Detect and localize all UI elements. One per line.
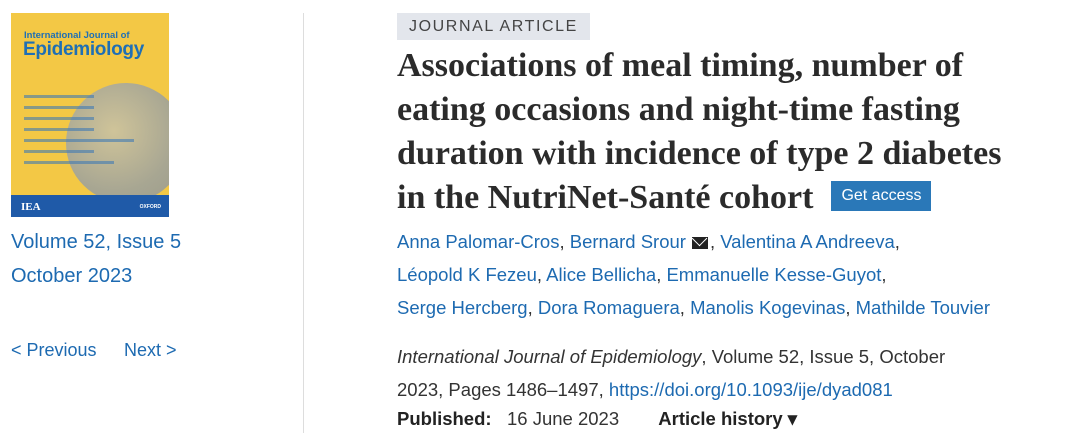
author-list: Anna Palomar-Cros, Bernard Srour, Valent… [397, 231, 990, 318]
author-link[interactable]: Mathilde Touvier [855, 297, 990, 318]
cover-band: IEA OXFORD [11, 195, 169, 217]
previous-link[interactable]: < Previous [11, 340, 97, 360]
author-link[interactable]: Alice Bellicha [546, 264, 657, 285]
get-access-button[interactable]: Get access › [831, 181, 932, 264]
author-link[interactable]: Serge Hercberg [397, 297, 528, 318]
issue-date-link[interactable]: October 2023 [11, 265, 133, 287]
title-line: in the NutriNet-Santé cohort Get access › [397, 176, 1001, 264]
doi-link[interactable]: https://doi.org/10.1093/ije/dyad081 [608, 379, 893, 400]
get-access-label: Get access [841, 187, 922, 205]
author-link[interactable]: Emmanuelle Kesse-Guyot [666, 264, 882, 285]
published-info: Published: 16 June 2023 Article history … [397, 408, 797, 430]
title-line-text: in the NutriNet-Santé cohort [397, 179, 814, 216]
cover-title: International Journal of [24, 30, 130, 41]
author-link[interactable]: Anna Palomar-Cros [397, 231, 560, 252]
globe-image [66, 83, 169, 203]
author-link[interactable]: Manolis Kogevinas [690, 297, 846, 318]
article-history-toggle[interactable]: Article history ▾ [658, 408, 798, 429]
title-line: duration with incidence of type 2 diabet… [397, 135, 1002, 172]
published-label: Published: [397, 408, 492, 429]
citation-text: 2023, Pages 1486–1497, [397, 379, 609, 400]
next-link[interactable]: Next > [124, 340, 177, 360]
oxford-logo: OXFORD [139, 204, 161, 210]
iea-logo: IEA [21, 201, 41, 213]
author-link[interactable]: Bernard Srour [569, 231, 686, 252]
divider [303, 13, 304, 433]
author-link[interactable]: Dora Romaguera [537, 297, 680, 318]
author-link[interactable]: Valentina A Andreeva [720, 231, 895, 252]
article-type-badge: JOURNAL ARTICLE [397, 13, 590, 40]
author-link[interactable]: Léopold K Fezeu [397, 264, 537, 285]
citation: International Journal of Epidemiology, V… [397, 340, 945, 406]
cover-title-main: Epidemiology [23, 39, 144, 60]
envelope-icon[interactable] [691, 237, 708, 250]
chevron-right-icon: › [841, 247, 847, 265]
journal-name: International Journal of Epidemiology [397, 346, 702, 367]
title-line: eating occasions and night-time fasting [397, 91, 960, 128]
cover-contents [24, 95, 134, 172]
published-date: 16 June 2023 [506, 408, 620, 429]
citation-text: , Volume 52, Issue 5, October [701, 346, 946, 367]
issue-link[interactable]: Volume 52, Issue 5 [11, 231, 182, 253]
article-title: Associations of meal timing, number of e… [397, 44, 1002, 264]
journal-cover[interactable]: International Journal of Epidemiology IE… [11, 13, 169, 217]
title-line: Associations of meal timing, number of [397, 47, 964, 84]
